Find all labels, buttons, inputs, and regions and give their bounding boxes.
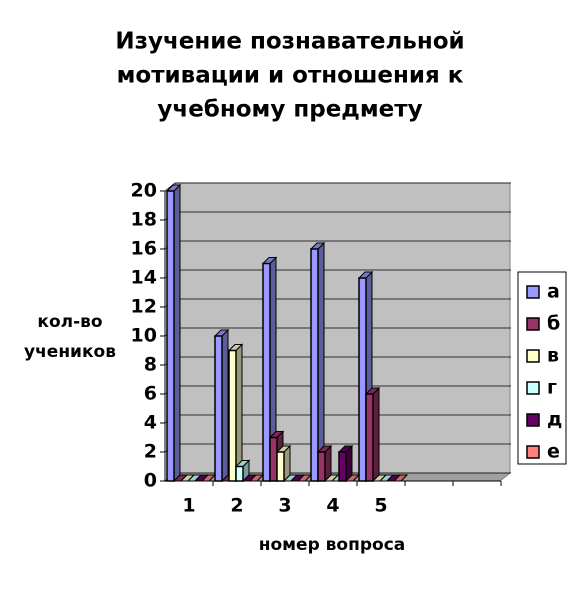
chart-title: учебному предмету	[157, 97, 422, 123]
bar	[365, 393, 374, 482]
bar	[166, 190, 175, 482]
bar	[338, 451, 347, 482]
y-tick-label: 6	[144, 383, 157, 405]
bar-top	[248, 474, 265, 482]
legend-label: а	[547, 281, 560, 303]
legend-swatch	[526, 445, 540, 459]
y-tick-label: 8	[144, 354, 157, 376]
legend-swatch	[526, 317, 540, 331]
bar-side	[317, 241, 325, 483]
legend-swatch	[526, 413, 540, 427]
bar-top	[344, 474, 361, 482]
bar	[214, 335, 223, 482]
y-tick-label: 2	[144, 441, 157, 463]
legend-label: д	[547, 409, 562, 431]
legend-label: б	[547, 313, 560, 335]
x-tick-label: 4	[326, 495, 339, 517]
bar	[317, 451, 326, 482]
bar-side	[221, 328, 229, 483]
y-tick-label: 10	[131, 325, 157, 347]
x-axis-label: номер вопроса	[259, 535, 406, 555]
legend-swatch	[526, 349, 540, 363]
x-tick-label: 5	[374, 495, 387, 517]
x-tick-label: 2	[230, 495, 243, 517]
y-axis-label: кол-во	[37, 312, 102, 332]
y-tick-label: 0	[144, 470, 157, 492]
y-tick-label: 14	[131, 267, 157, 289]
x-tick-label: 3	[278, 495, 291, 517]
y-tick-label: 18	[131, 209, 157, 231]
bar-top	[392, 474, 409, 482]
y-tick-label: 12	[131, 296, 157, 318]
chart-title: мотивации и отношения к	[117, 63, 464, 89]
bar	[310, 248, 319, 482]
y-tick-label: 16	[131, 238, 157, 260]
bar	[276, 451, 285, 482]
legend-swatch	[526, 381, 540, 395]
legend-label: е	[547, 441, 560, 463]
x-tick-label: 1	[182, 495, 195, 517]
legend-label: г	[547, 377, 557, 399]
bar	[269, 436, 278, 482]
y-tick-label: 4	[144, 412, 157, 434]
legend-swatch	[526, 285, 540, 299]
bar-top	[200, 474, 217, 482]
bar	[262, 262, 271, 482]
bar	[228, 349, 237, 482]
bar	[235, 465, 244, 482]
bar	[358, 277, 367, 482]
bar-side	[372, 386, 380, 483]
bar-side	[173, 183, 181, 483]
grid-line	[164, 182, 176, 192]
chart-title: Изучение познавательной	[115, 29, 464, 55]
y-tick-label: 20	[131, 180, 157, 202]
legend-box	[517, 271, 567, 465]
y-axis-label: учеников	[24, 342, 116, 362]
legend-label: в	[547, 345, 559, 367]
bar-side	[235, 343, 243, 483]
bar-top	[296, 474, 313, 482]
